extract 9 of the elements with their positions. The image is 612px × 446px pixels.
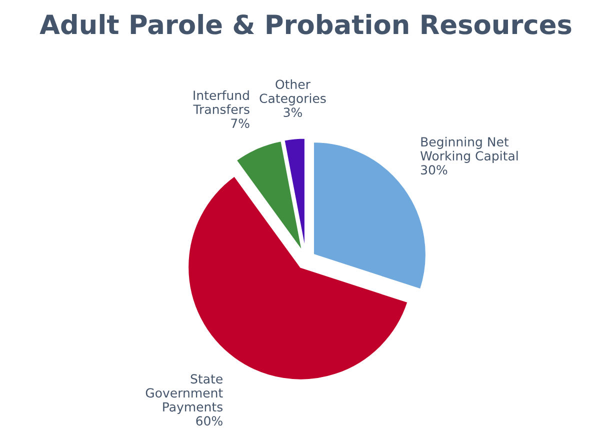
- data-label: 7%: [231, 118, 250, 128]
- data-label: 30%: [421, 165, 448, 175]
- slice-label: Beginning Net Working Capital: [420, 136, 518, 163]
- chart-title: Adult Parole & Probation Resources: [40, 14, 572, 34]
- data-label: 3%: [284, 108, 302, 118]
- slice-label: Interfund Transfers: [193, 90, 250, 114]
- slice-label: Other Categories: [260, 79, 326, 106]
- slice-label: State Government Payments: [146, 374, 223, 414]
- data-label: 60%: [196, 416, 222, 426]
